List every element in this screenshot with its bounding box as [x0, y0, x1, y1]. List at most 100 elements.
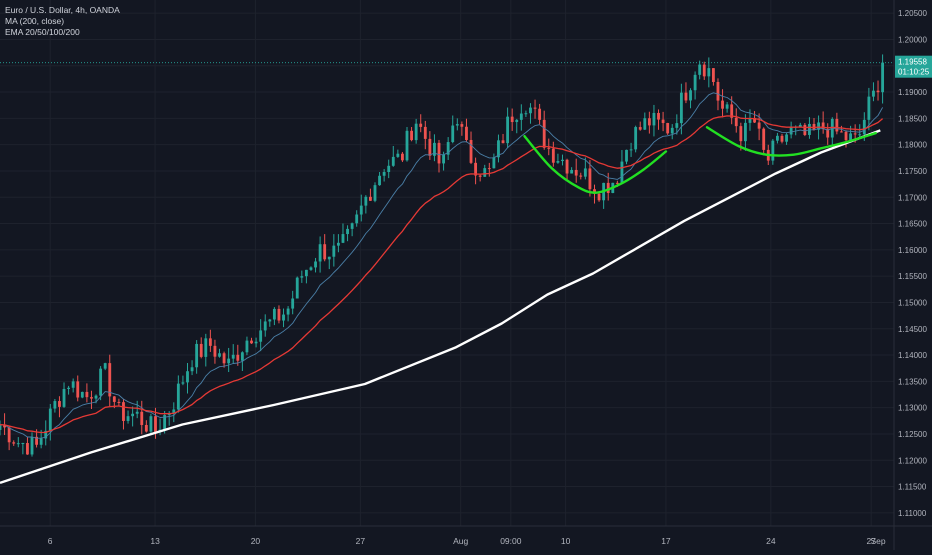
candle-body: [588, 168, 592, 190]
candle-body: [309, 267, 313, 270]
candle-body: [414, 123, 418, 141]
candle-body: [76, 381, 80, 398]
candle-body: [524, 113, 528, 115]
candle-body: [474, 162, 478, 176]
price-axis[interactable]: 1.11000 1.11500 1.12000 1.12500 1.13000 1.135…: [898, 9, 927, 518]
time-tick-label: 27: [356, 536, 366, 546]
legend-ema[interactable]: EMA 20/50/100/200: [5, 27, 80, 37]
candle-body: [771, 140, 775, 161]
candle-body: [835, 118, 839, 132]
price-tick-label: 1.18500: [898, 114, 927, 123]
candle-body: [506, 116, 510, 144]
candle-body: [259, 330, 263, 342]
candle-body: [606, 182, 610, 193]
ma-200-line: [0, 129, 881, 485]
candle-body: [465, 126, 468, 140]
last-price-badge-bg: [895, 55, 932, 78]
candle-body: [218, 353, 221, 357]
price-tick-label: 1.15000: [898, 298, 927, 307]
price-tick-label: 1.14000: [898, 351, 927, 360]
candle-body: [90, 397, 93, 399]
price-tick-label: 1.18000: [898, 141, 927, 150]
bar-countdown: 01:10:25: [898, 68, 930, 77]
candle-body: [666, 123, 670, 134]
candle-body: [615, 182, 619, 184]
candle-body: [12, 442, 16, 444]
candle-body: [428, 138, 432, 156]
candle-body: [620, 161, 624, 184]
candle-body: [570, 169, 574, 174]
candle-body: [721, 100, 724, 109]
candle-body: [401, 153, 404, 161]
candle-body: [144, 424, 148, 432]
candle-body: [227, 358, 231, 364]
price-tick-label: 1.20500: [898, 9, 927, 18]
candle-body: [583, 168, 587, 177]
candle-body: [163, 415, 167, 430]
candle-body: [780, 135, 784, 142]
candle-body: [734, 117, 738, 127]
candle-body: [762, 128, 766, 150]
candle-body: [250, 340, 253, 344]
candle-body: [460, 124, 464, 127]
candle-body: [876, 90, 880, 93]
candle-body: [172, 409, 176, 413]
candle-body: [268, 319, 272, 322]
candle-body: [446, 142, 450, 155]
candle-body: [775, 135, 779, 141]
last-price-value: 1.19558: [898, 58, 927, 67]
candle-body: [396, 153, 400, 157]
price-tick-label: 1.16500: [898, 220, 927, 229]
time-tick-label: 6: [48, 536, 53, 546]
candle-body: [35, 436, 39, 445]
legend-symbol[interactable]: Euro / U.S. Dollar, 4h, OANDA: [5, 5, 120, 15]
candle-body: [652, 112, 656, 126]
candle-body: [597, 193, 601, 201]
price-tick-label: 1.13500: [898, 377, 927, 386]
candle-body: [291, 298, 295, 309]
candle-body: [753, 117, 756, 123]
candle-body: [26, 443, 29, 455]
candle-body: [556, 161, 560, 163]
price-tick-label: 1.20000: [898, 35, 927, 44]
candle-body: [872, 90, 875, 97]
candle-body: [263, 321, 267, 331]
candle-body: [213, 345, 217, 357]
candle-body: [451, 125, 455, 143]
candle-body: [195, 343, 199, 368]
candle-body: [643, 118, 647, 130]
candle-body: [789, 127, 793, 135]
legend-ma[interactable]: MA (200, close): [5, 16, 65, 26]
candle-body: [0, 424, 2, 430]
candle-body: [154, 416, 157, 432]
time-tick-label: Sep: [870, 536, 885, 546]
candle-body: [282, 314, 285, 321]
candle-body: [867, 96, 871, 120]
candle-body: [7, 427, 11, 443]
candle-body: [803, 124, 807, 135]
candle-body: [181, 382, 185, 384]
price-tick-label: 1.19000: [898, 88, 927, 97]
price-tick-label: 1.17500: [898, 167, 927, 176]
candle-body: [318, 244, 322, 262]
candle-body: [812, 123, 816, 130]
candle-body: [840, 131, 843, 133]
candle-body: [858, 134, 862, 136]
candle-body: [538, 108, 542, 120]
candle-body: [698, 64, 702, 75]
candle-body: [245, 340, 249, 353]
candle-body: [378, 175, 381, 186]
candle-body: [387, 165, 391, 173]
candle-body: [455, 124, 459, 126]
candle-body: [190, 367, 194, 372]
price-tick-label: 1.12500: [898, 430, 927, 439]
candle-body: [725, 104, 729, 109]
candle-body: [853, 133, 857, 135]
candle-body: [58, 401, 61, 407]
candle-body: [208, 338, 212, 346]
candle-body: [529, 107, 532, 114]
